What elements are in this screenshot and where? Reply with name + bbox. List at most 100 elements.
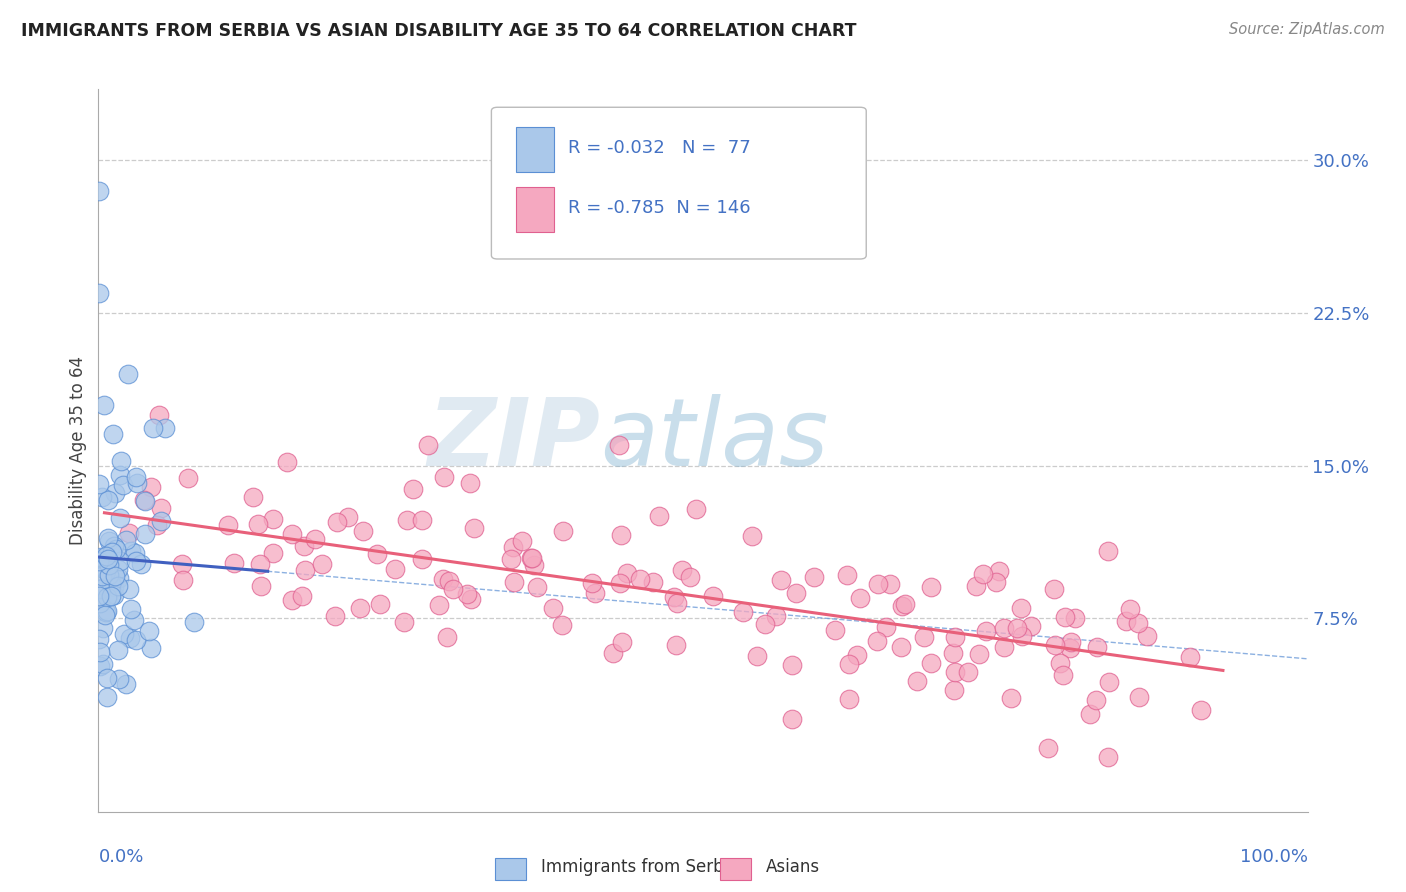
Point (1036, 741, 1059, 756)
Point (103, 580, 125, 594)
Point (93, 398, 115, 412)
Point (510, 533, 533, 548)
Point (89, 645, 111, 659)
Point (891, 599, 914, 613)
Point (1049, 656, 1071, 670)
Point (139, 641, 162, 656)
Point (519, 551, 541, 566)
FancyBboxPatch shape (516, 186, 554, 232)
Point (1052, 667, 1074, 681)
Point (463, 521, 485, 535)
Text: Immigrants from Serbia: Immigrants from Serbia (541, 858, 738, 876)
Point (89, 632, 111, 646)
Point (291, 589, 314, 603)
Point (875, 619, 897, 633)
Point (1119, 602, 1142, 616)
Point (905, 674, 928, 689)
Point (838, 657, 860, 671)
Point (583, 585, 606, 599)
Point (1128, 690, 1150, 704)
Point (1043, 582, 1066, 597)
Point (91, 491, 114, 505)
Point (124, 546, 146, 560)
Point (94, 564, 117, 578)
Point (436, 630, 458, 644)
Point (100, 544, 122, 558)
Point (920, 580, 942, 594)
Point (94, 605, 117, 619)
Point (1000, 690, 1022, 705)
Point (550, 618, 572, 632)
Point (502, 574, 524, 589)
Point (98, 567, 121, 582)
Point (679, 570, 702, 584)
Text: R = -0.032   N =  77: R = -0.032 N = 77 (568, 139, 751, 158)
Point (384, 562, 406, 576)
Point (326, 515, 349, 529)
Point (411, 551, 433, 566)
Text: atlas: atlas (600, 394, 828, 485)
Point (138, 624, 160, 638)
Point (87, 184, 110, 198)
Point (890, 640, 912, 655)
Point (1126, 616, 1149, 631)
Point (97, 551, 120, 566)
Point (89, 477, 111, 491)
Point (648, 509, 671, 524)
Point (460, 475, 482, 490)
Point (249, 557, 271, 571)
Point (107, 579, 129, 593)
Point (1178, 649, 1201, 664)
Point (402, 483, 425, 497)
Point (91, 569, 114, 583)
Point (172, 573, 194, 587)
FancyBboxPatch shape (492, 107, 866, 259)
Point (96, 555, 118, 569)
Point (967, 647, 990, 661)
Point (366, 547, 388, 561)
Point (262, 546, 284, 560)
Point (110, 454, 132, 468)
Point (609, 575, 631, 590)
Point (846, 648, 869, 662)
Point (665, 638, 688, 652)
Point (115, 677, 138, 691)
Point (894, 597, 917, 611)
Point (912, 630, 935, 644)
Point (132, 492, 155, 507)
Point (107, 562, 129, 576)
Point (104, 485, 127, 500)
Point (1005, 622, 1028, 636)
Point (96, 605, 118, 619)
Point (103, 539, 125, 553)
Point (104, 569, 127, 583)
Point (1084, 693, 1107, 707)
Point (247, 516, 270, 531)
Point (120, 602, 142, 616)
Point (765, 609, 787, 624)
Point (993, 621, 1015, 635)
Point (96, 549, 118, 563)
Point (868, 577, 890, 591)
Point (336, 509, 359, 524)
Point (976, 624, 998, 639)
Point (89, 589, 111, 603)
Point (89, 554, 111, 568)
Point (150, 514, 173, 528)
Point (118, 631, 141, 645)
Point (117, 526, 139, 541)
Point (103, 426, 125, 441)
Text: IMMIGRANTS FROM SERBIA VS ASIAN DISABILITY AGE 35 TO 64 CORRELATION CHART: IMMIGRANTS FROM SERBIA VS ASIAN DISABILI… (21, 22, 856, 40)
Point (665, 596, 688, 610)
Point (96, 590, 118, 604)
Point (785, 586, 807, 600)
Point (731, 605, 754, 619)
Text: 0.0%: 0.0% (98, 848, 143, 866)
Point (607, 438, 630, 452)
Point (150, 501, 173, 516)
Point (526, 580, 548, 594)
Point (433, 470, 456, 484)
Point (460, 592, 482, 607)
Point (96, 671, 118, 685)
Point (100, 576, 122, 591)
